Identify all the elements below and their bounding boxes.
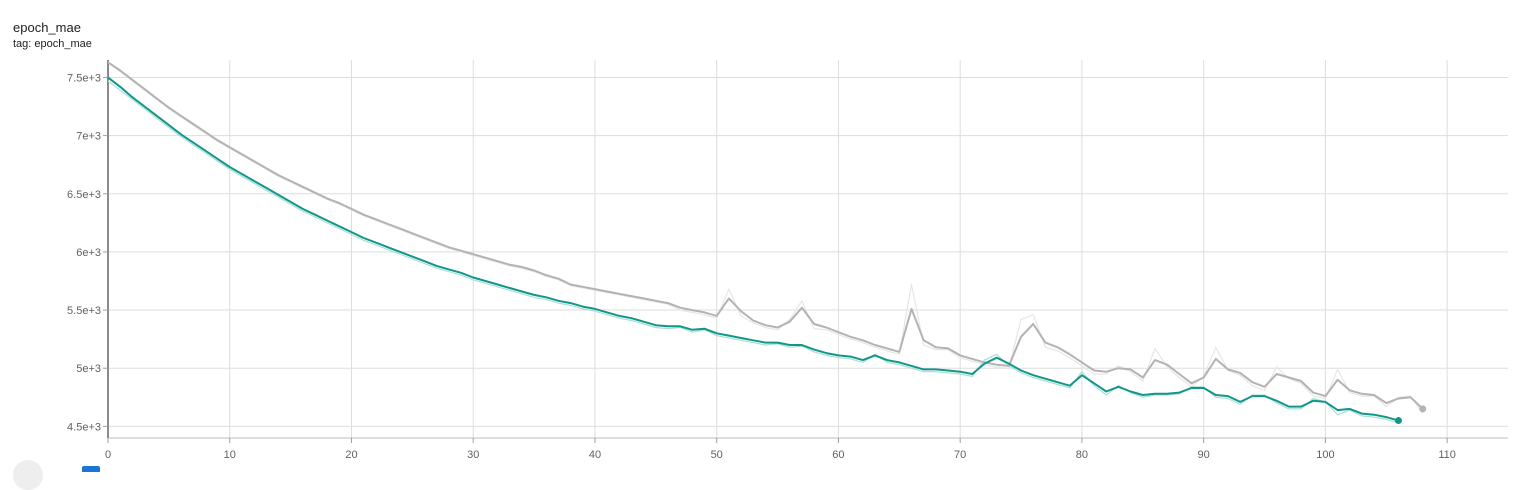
current-run-end-point <box>1394 417 1402 425</box>
chart-title: epoch_mae <box>13 20 81 35</box>
x-tick-label: 30 <box>467 449 479 461</box>
y-tick-label: 4.5e+3 <box>67 421 101 433</box>
other-run-raw-line <box>107 61 1424 414</box>
chart-tag: tag: epoch_mae <box>13 38 92 50</box>
download-button[interactable] <box>82 466 100 472</box>
x-tick-label: 60 <box>832 449 844 461</box>
x-tick-label: 70 <box>954 449 966 461</box>
current-run-smoothed-line <box>107 76 1399 422</box>
x-tick-label: 80 <box>1076 449 1088 461</box>
y-axis-ticks: 4.5e+3 5e+3 5.5e+3 6e+3 6.5e+3 7e+3 7.5e+3 <box>67 72 108 433</box>
y-tick-label: 7.5e+3 <box>67 72 101 84</box>
other-run-smoothed-line <box>107 61 1424 410</box>
y-tick-label: 6.5e+3 <box>67 189 101 201</box>
x-axis-ticks: 0 10 20 30 40 50 60 70 80 90 100 110 <box>105 438 1456 461</box>
x-tick-label: 50 <box>711 449 723 461</box>
x-tick-label: 0 <box>105 449 111 461</box>
x-tick-label: 100 <box>1316 449 1334 461</box>
grid-lines <box>107 60 1508 438</box>
x-tick-label: 90 <box>1198 449 1210 461</box>
y-tick-label: 7e+3 <box>76 131 101 143</box>
other-run-end-point <box>1419 405 1427 413</box>
line-chart[interactable]: 0 10 20 30 40 50 60 70 80 90 100 110 4.5e+3 5e+3 5.5e… <box>0 0 1526 469</box>
card-header: epoch_mae tag: epoch_mae <box>13 20 92 51</box>
x-tick-label: 20 <box>345 449 357 461</box>
chart-axes <box>107 60 1508 439</box>
x-tick-label: 10 <box>224 449 236 461</box>
fit-domain-button[interactable] <box>13 460 43 490</box>
x-tick-label: 40 <box>589 449 601 461</box>
series-lines <box>107 61 1427 425</box>
y-tick-label: 5e+3 <box>76 363 101 375</box>
x-tick-label: 110 <box>1438 449 1456 461</box>
y-tick-label: 5.5e+3 <box>67 305 101 317</box>
y-tick-label: 6e+3 <box>76 247 101 259</box>
